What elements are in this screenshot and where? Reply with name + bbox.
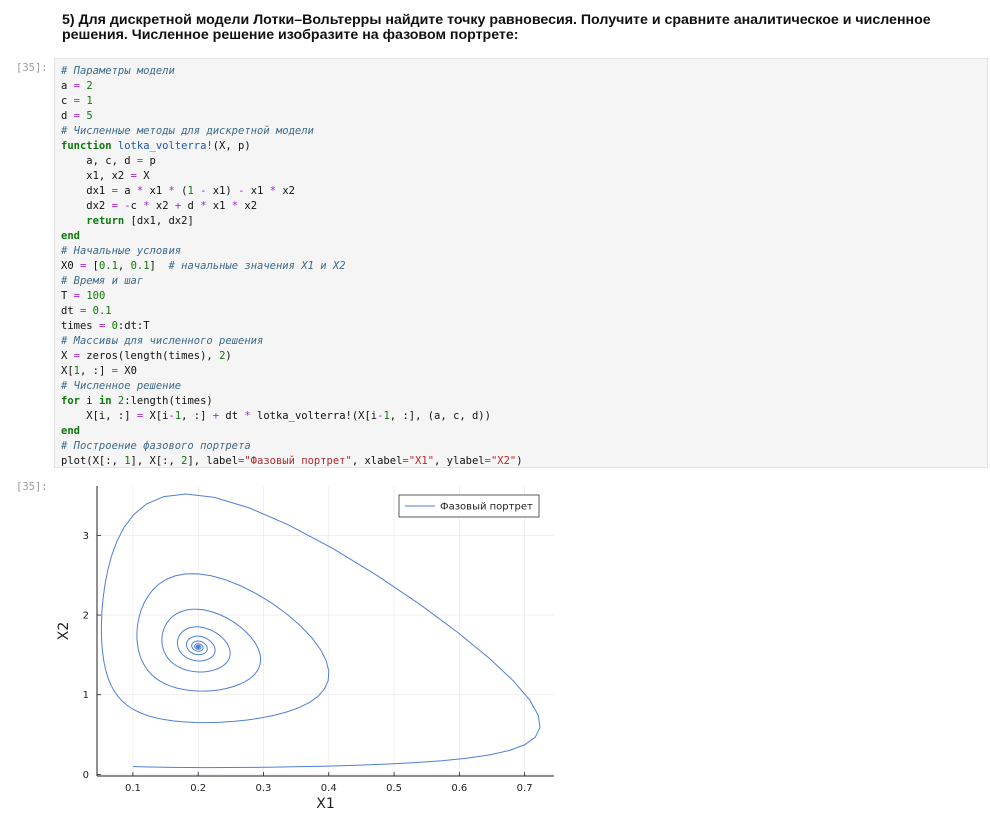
legend-box <box>398 494 540 518</box>
task-heading: 5) Для дискретной модели Лотки–Вольтерры… <box>62 12 931 43</box>
code-line: return [dx1, dx2] <box>86 215 194 227</box>
code-line: dx1 = a * x1 * (1 - x1) - x1 * x2 <box>61 185 295 197</box>
y-tick-label: 3 <box>83 531 89 542</box>
tick-labels: 0.1 0.2 0.3 0.4 0.5 0.6 0.7 0 1 2 3 <box>83 531 533 794</box>
code-line: function lotka_volterra!(X, p) <box>61 140 251 152</box>
code-line: # Построение фазового портрета <box>61 440 251 452</box>
code-line: T = 100 <box>61 290 106 302</box>
code-line: # Численное решение <box>61 380 182 392</box>
input-prompt: [35]: <box>16 62 48 74</box>
series-line-phase-portrait <box>100 493 541 769</box>
code-line: x1, x2 = X <box>61 170 150 182</box>
x-tick-label: 0.7 <box>517 783 533 794</box>
axes <box>96 486 554 777</box>
code-line: times = 0:dt:T <box>61 320 150 332</box>
legend: Фазовый портрет <box>398 494 540 518</box>
code-editor[interactable]: # Параметры модели a = 2 c = 1 d = 5 # Ч… <box>61 64 523 469</box>
axis-labels: X1 X2 <box>56 622 335 812</box>
y-tick-label: 1 <box>83 690 89 701</box>
x-tick-label: 0.1 <box>125 783 141 794</box>
code-line: # Массивы для численного решения <box>61 335 264 347</box>
grid <box>97 486 554 776</box>
code-line: # Параметры модели <box>61 65 175 77</box>
legend-label: Фазовый портрет <box>440 502 533 513</box>
code-line: for i in 2:length(times) <box>61 395 213 407</box>
code-line: X = zeros(length(times), 2) <box>61 350 232 362</box>
code-line: dx2 = -c * x2 + d * x1 * x2 <box>61 200 258 212</box>
x-tick-label: 0.5 <box>386 783 402 794</box>
code-line: # Численные методы для дискретной модели <box>61 125 314 137</box>
x-tick-label: 0.6 <box>451 783 467 794</box>
code-line: d = 5 <box>61 110 93 122</box>
y-tick-label: 0 <box>83 770 89 781</box>
code-line: # Время и шаг <box>61 275 144 287</box>
x-tick-label: 0.2 <box>190 783 206 794</box>
code-line: dt = 0.1 <box>61 305 112 317</box>
code-line: X0 = [0.1, 0.1] # начальные значения X1 … <box>61 260 346 272</box>
x-tick-label: 0.3 <box>256 783 272 794</box>
code-line: plot(X[:, 1], X[:, 2], label="Фазовый по… <box>61 455 523 467</box>
code-line: end <box>61 230 80 242</box>
y-axis-label: X2 <box>56 622 72 641</box>
x-tick-label: 0.4 <box>321 783 337 794</box>
code-line: # Начальные условия <box>61 245 182 257</box>
code-line: X[1, :] = X0 <box>61 365 137 377</box>
x-axis-label: X1 <box>316 796 335 812</box>
code-line: X[i, :] = X[i-1, :] + dt * lotka_volterr… <box>61 410 491 422</box>
code-line: end <box>61 425 80 437</box>
output-prompt: [35]: <box>16 481 48 493</box>
phase-portrait-plot: 0.1 0.2 0.3 0.4 0.5 0.6 0.7 0 1 2 3 X1 X2 Фазовый п… <box>56 486 554 812</box>
y-tick-label: 2 <box>83 611 89 622</box>
code-line: c = 1 <box>61 95 93 107</box>
code-cell[interactable]: # Параметры модели a = 2 c = 1 d = 5 # Ч… <box>54 58 988 468</box>
code-line: a, c, d = p <box>61 155 156 167</box>
code-line: a = 2 <box>61 80 93 92</box>
